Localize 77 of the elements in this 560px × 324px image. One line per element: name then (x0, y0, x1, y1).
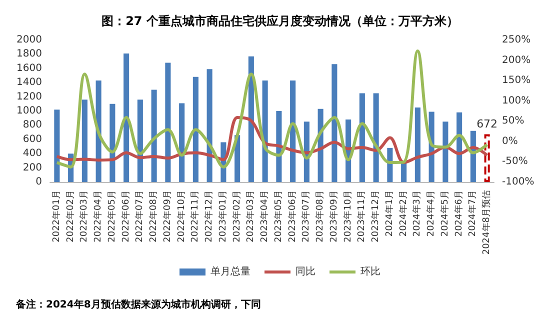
y2-tick-label: 200% (502, 54, 531, 66)
bar (82, 100, 88, 182)
y-tick-label: 1600 (16, 62, 42, 74)
bar (276, 111, 282, 182)
y2-tick-label: 50% (502, 116, 524, 127)
y-tick-label: 0 (36, 176, 42, 188)
bar (401, 162, 407, 182)
text: 备注：2024年8月预估数据来源为城市机构调研，下同 (15, 298, 261, 310)
x-tick-label: 2023年09月 (328, 190, 340, 242)
x-tick-label: 2022年11月 (190, 190, 201, 242)
x-tick-label: 2022年03月 (78, 190, 90, 242)
bar (442, 122, 448, 182)
x-tick-label: 2023年06月 (286, 190, 298, 242)
x-tick-label: 2023年12月 (370, 190, 382, 242)
x-tick-label: 2024年6月 (453, 190, 464, 237)
x-tick-label: 2022年07月 (134, 190, 146, 242)
y-tick-label: 1200 (16, 91, 42, 102)
x-tick-label: 2022年09月 (162, 190, 173, 242)
bar (290, 80, 296, 182)
x-tick-label: 2023年05月 (272, 190, 284, 242)
x-tick-label: 2023年01月 (217, 190, 228, 242)
bar (192, 76, 198, 182)
bar (54, 110, 60, 182)
bar (414, 107, 420, 182)
legend-label: 单月总量 (210, 266, 250, 278)
bar (359, 93, 365, 182)
y-tick-label: 400 (22, 148, 42, 160)
x-tick-label: 2022年10月 (176, 190, 187, 242)
bar (387, 148, 393, 182)
bar (151, 90, 157, 182)
x-tick-label: 2024年3月 (412, 190, 423, 237)
bar (124, 53, 130, 182)
x-tick-label: 2022年05月 (106, 190, 118, 242)
x-tick-label: 2023年04月 (259, 190, 270, 242)
legend-label: 环比 (360, 266, 380, 278)
y-tick-label: 800 (22, 120, 42, 131)
x-tick-label: 2022年08月 (148, 190, 160, 242)
bar (110, 104, 116, 182)
x-tick-label: 2024年2月 (398, 190, 409, 237)
bar (165, 62, 171, 182)
data-label: 672 (476, 117, 498, 130)
x-tick-label: 2024年7月 (467, 190, 478, 237)
bar (179, 103, 185, 182)
y-tick-label: 600 (22, 134, 42, 145)
x-tick-label: 2024年4月 (426, 190, 437, 237)
bar (332, 64, 338, 182)
y2-tick-label: 0% (502, 136, 518, 147)
x-tick-label: 2022年01月 (50, 190, 62, 242)
x-tick-label: 2024年1月 (384, 190, 395, 237)
y-tick-label: 200 (22, 162, 42, 174)
legend-label: 同比 (296, 266, 316, 278)
y-tick-label: 1800 (16, 48, 42, 60)
bar (484, 134, 490, 182)
y-tick-label: 1000 (16, 106, 42, 116)
x-tick-label: 2022年02月 (64, 190, 76, 242)
x-tick-label: 2023年02月 (231, 190, 242, 242)
x-tick-label: 2023年11月 (356, 190, 368, 242)
y2-tick-label: -50% (502, 156, 528, 168)
bar (206, 69, 212, 182)
y-tick-label: 2000 (16, 34, 42, 46)
x-tick-label: 2023年10月 (342, 190, 354, 242)
chart-title: 图：27 个重点城市商品住宅供应月度变动情况（单位：万平方米） (102, 14, 458, 28)
x-tick-label: 2023年03月 (245, 190, 256, 242)
bar (373, 93, 379, 182)
y2-tick-label: -100% (502, 176, 534, 188)
y-tick-label: 1400 (16, 77, 42, 88)
y2-tick-label: 100% (502, 95, 531, 106)
x-tick-label: 2023年08月 (314, 190, 326, 242)
x-tick-label: 2022年04月 (92, 190, 104, 242)
y2-tick-label: 250% (502, 34, 531, 46)
x-tick-label: 2022年12月 (204, 190, 215, 242)
x-tick-label: 2023年07月 (300, 190, 312, 242)
x-tick-label: 2022年06月 (120, 190, 132, 242)
bar (248, 56, 254, 182)
x-tick-label: 2024年8月预估 (481, 190, 492, 255)
y2-tick-label: 150% (502, 75, 531, 86)
x-tick-label: 2024年5月 (439, 190, 450, 237)
